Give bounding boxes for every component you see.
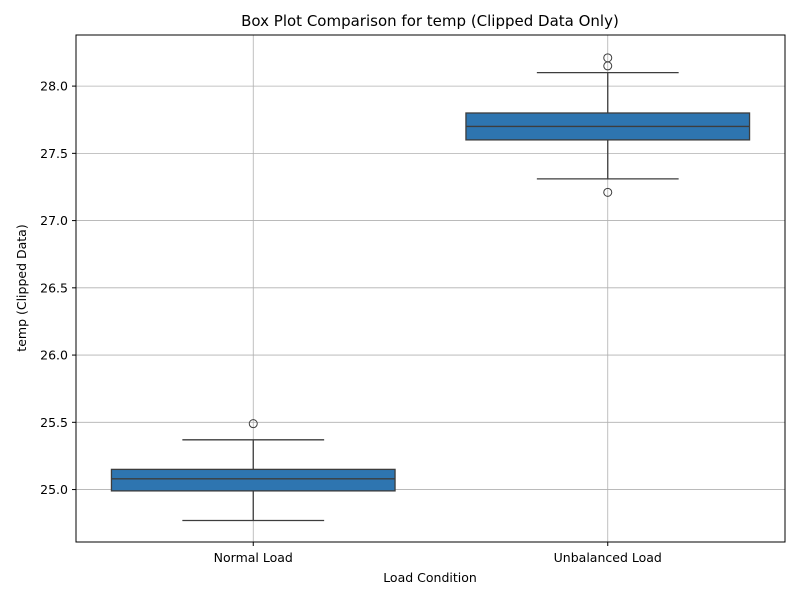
y-tick-label: 26.0 (40, 348, 68, 363)
box-layer (110, 53, 751, 522)
x-axis-label: Load Condition (383, 570, 477, 585)
y-tick-label: 25.0 (40, 482, 68, 497)
y-axis-label: temp (Clipped Data) (14, 224, 29, 351)
tick-layer: 25.0 25.5 26.0 26.5 27.0 27.5 28.0 Normal Load U… (40, 79, 662, 565)
iqr-box (110, 468, 396, 492)
y-tick-label: 27.0 (40, 213, 68, 228)
y-tick-label: 25.5 (40, 415, 68, 430)
y-tick-label: 26.5 (40, 280, 68, 295)
plot-area-frame (75, 34, 786, 543)
outlier-point (603, 53, 613, 63)
x-tick-label: Normal Load (214, 550, 293, 565)
y-tick-label: 27.5 (40, 146, 68, 161)
chart-title: Box Plot Comparison for temp (Clipped Da… (241, 12, 619, 30)
grid-layer (76, 35, 785, 542)
y-tick-label: 28.0 (40, 79, 68, 94)
x-tick-label: Unbalanced Load (554, 550, 662, 565)
outlier-point (603, 187, 613, 197)
outlier-point (248, 419, 258, 429)
